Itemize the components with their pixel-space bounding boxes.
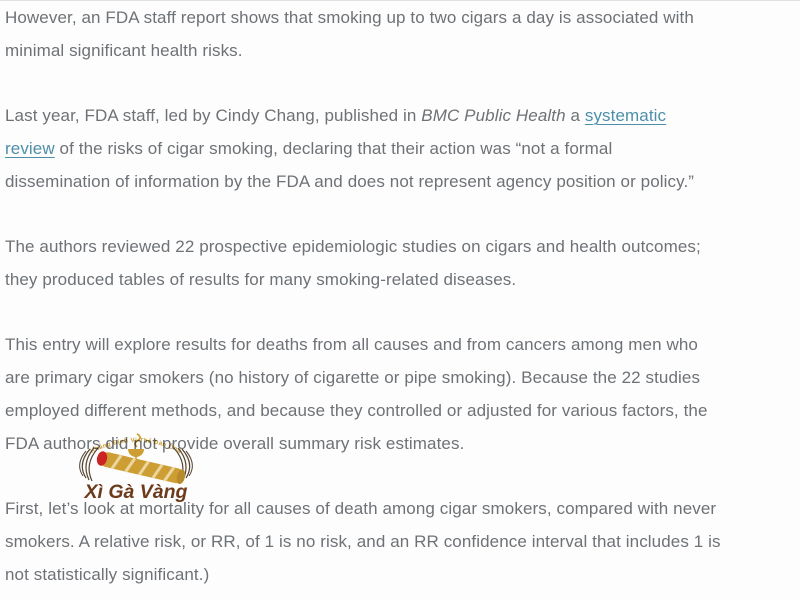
paragraph-fda-report: However, an FDA staff report shows that …	[5, 8, 694, 60]
journal-name: BMC Public Health	[421, 106, 566, 125]
paragraph-bmc-publication: Last year, FDA staff, led by Cindy Chang…	[5, 99, 795, 198]
top-divider	[0, 0, 800, 1]
paragraph-text: a	[565, 106, 585, 125]
paragraph-text: Last year, FDA staff, led by Cindy Chang…	[5, 106, 422, 125]
paragraph-authors-reviewed: The authors reviewed 22 prospective epid…	[5, 237, 701, 289]
paragraph-text: of the risks of cigar smoking, declaring…	[5, 139, 695, 191]
paragraph-mortality: First, let’s look at mortality for all c…	[5, 499, 721, 584]
paragraph-entry-explore: This entry will explore results for deat…	[5, 335, 708, 453]
systematic-review-link[interactable]: systematic review	[5, 106, 667, 158]
